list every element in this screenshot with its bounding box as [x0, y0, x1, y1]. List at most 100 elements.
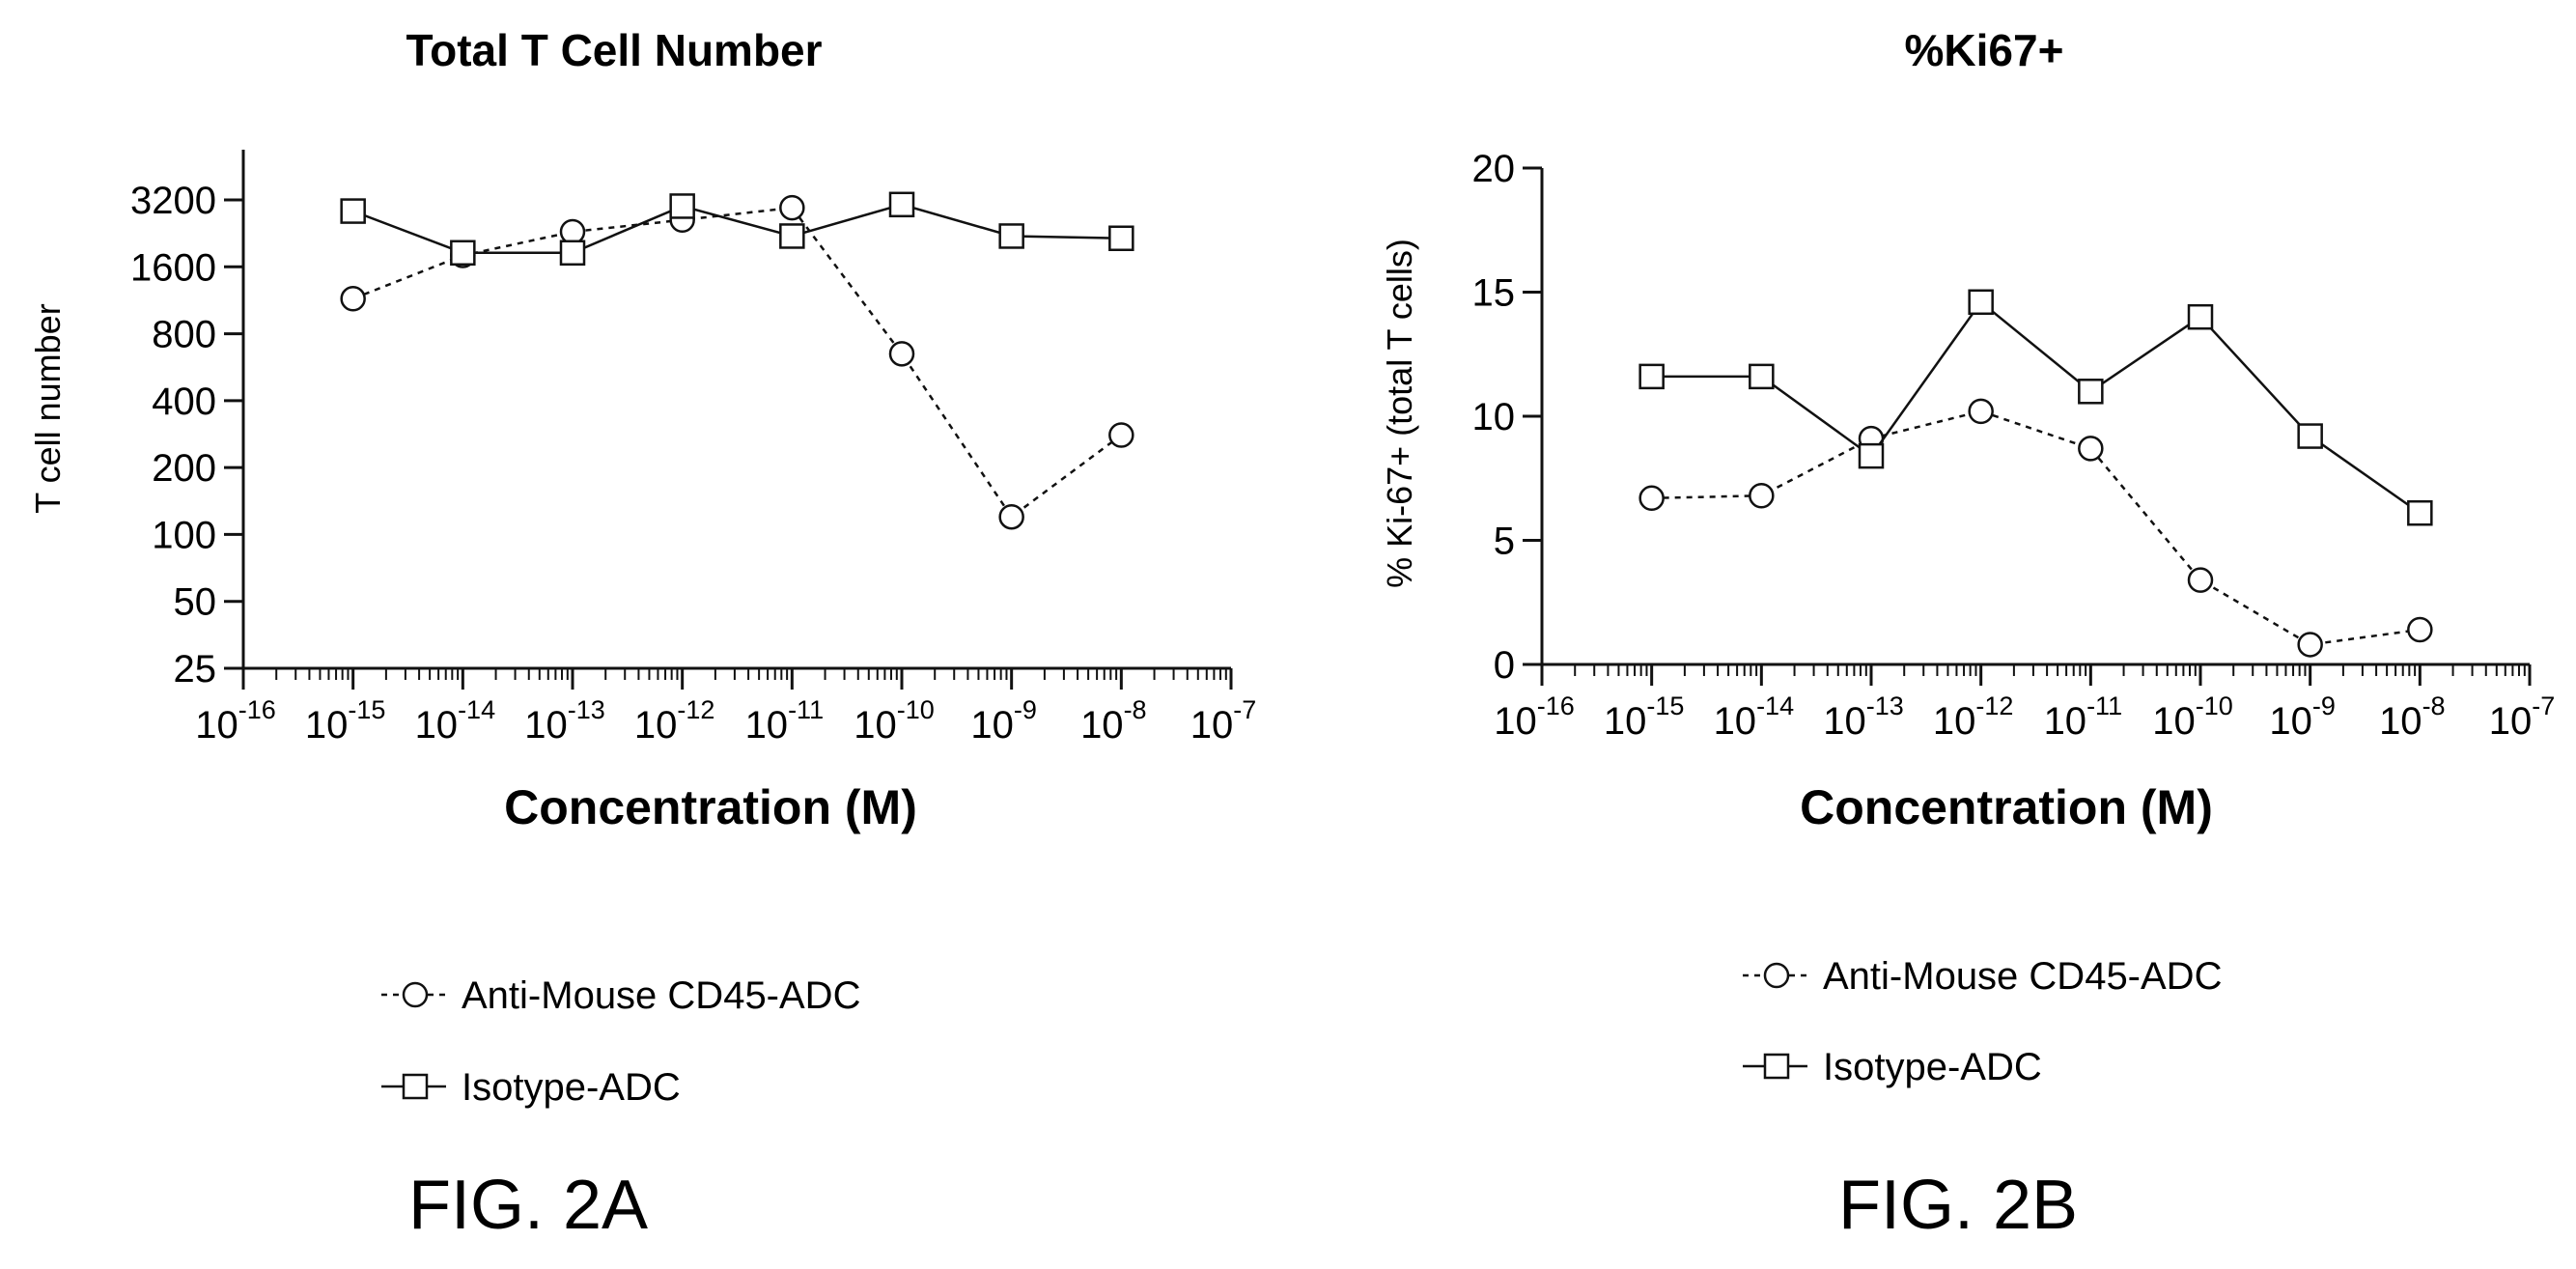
- x-tick-base: 10: [1494, 700, 1537, 743]
- x-tick-exponent: -12: [1975, 691, 2013, 720]
- x-tick-base: 10: [634, 704, 678, 747]
- data-point-square: [559, 240, 586, 267]
- legend-marker-square: [1763, 1053, 1790, 1080]
- x-tick-label: 10-10: [854, 695, 935, 747]
- data-point-circle: [1968, 398, 1994, 425]
- x-axis-label: Concentration (M): [1800, 780, 2213, 834]
- x-tick-base: 10: [2044, 700, 2087, 743]
- data-point-square: [1858, 442, 1885, 469]
- x-tick-exponent: -8: [2422, 691, 2446, 720]
- y-tick-label: 0: [1494, 644, 1515, 687]
- x-tick-label: 10-14: [1714, 691, 1795, 743]
- x-tick-base: 10: [2489, 700, 2533, 743]
- x-tick-exponent: -15: [1646, 691, 1684, 720]
- x-tick-label: 10-7: [1190, 695, 1257, 747]
- x-tick-exponent: -14: [458, 695, 495, 724]
- x-tick-base: 10: [1604, 700, 1647, 743]
- x-tick-label: 10-16: [1494, 691, 1575, 743]
- x-tick-exponent: -13: [568, 695, 605, 724]
- data-point-circle: [2297, 632, 2323, 658]
- x-tick-base: 10: [854, 704, 897, 747]
- legend-label: Isotype-ADC: [462, 1066, 681, 1109]
- x-tick-label: 10-8: [2379, 691, 2446, 743]
- x-tick-base: 10: [1933, 700, 1976, 743]
- data-point-circle: [2078, 436, 2104, 462]
- data-point-square: [2078, 379, 2104, 405]
- x-tick-exponent: -7: [2532, 691, 2555, 720]
- y-tick-label: 200: [152, 447, 216, 490]
- x-tick-exponent: -12: [677, 695, 714, 724]
- legend-label: Anti-Mouse CD45-ADC: [1823, 955, 2222, 998]
- x-tick-exponent: -9: [2312, 691, 2336, 720]
- x-tick-exponent: -8: [1124, 695, 1147, 724]
- x-tick-exponent: -16: [1537, 691, 1575, 720]
- x-tick-base: 10: [415, 704, 459, 747]
- x-tick-exponent: -11: [788, 695, 824, 724]
- x-tick-label: 10-12: [634, 695, 715, 747]
- x-tick-label: 10-16: [195, 695, 276, 747]
- data-point-circle: [888, 341, 915, 367]
- y-tick-label: 15: [1472, 272, 1516, 315]
- y-tick-label: 25: [174, 648, 217, 691]
- legend-marker-circle: [402, 981, 429, 1008]
- x-tick-exponent: -11: [2086, 691, 2122, 720]
- x-tick-label: 10-15: [305, 695, 386, 747]
- x-tick-exponent: -13: [1866, 691, 1904, 720]
- data-point-square: [2297, 423, 2323, 449]
- x-tick-label: 10-10: [2152, 691, 2233, 743]
- y-tick-label: 400: [152, 381, 216, 423]
- x-tick-label: 10-13: [524, 695, 605, 747]
- series-line-anti-mouse-cd45-adc: [352, 206, 1123, 519]
- y-tick-label: 5: [1494, 521, 1515, 563]
- x-tick-base: 10: [2379, 700, 2422, 743]
- x-tick-label: 10-11: [745, 695, 825, 747]
- x-axis-label: Concentration (M): [504, 780, 917, 834]
- series-line-isotype-adc: [352, 203, 1122, 255]
- series-line-anti-mouse-cd45-adc: [1651, 409, 2421, 646]
- x-tick-label: 10-9: [2269, 691, 2336, 743]
- x-tick-base: 10: [2269, 700, 2312, 743]
- x-tick-exponent: -10: [897, 695, 935, 724]
- x-tick-label: 10-12: [1933, 691, 2014, 743]
- y-axis-label: % Ki-67+ (total T cells): [1380, 239, 1419, 588]
- y-tick-label: 1600: [130, 246, 216, 289]
- x-tick-exponent: -7: [1233, 695, 1256, 724]
- x-tick-base: 10: [305, 704, 349, 747]
- y-tick-label: 100: [152, 514, 216, 556]
- data-point-square: [2407, 499, 2433, 526]
- x-tick-base: 10: [2152, 700, 2196, 743]
- data-point-square: [450, 240, 476, 267]
- chart-title: Total T Cell Number: [406, 25, 822, 75]
- x-tick-label: 10-13: [1823, 691, 1904, 743]
- legend-label: Isotype-ADC: [1823, 1046, 2042, 1088]
- x-tick-exponent: -15: [348, 695, 385, 724]
- legend-marker-square: [402, 1073, 429, 1100]
- data-point-square: [1968, 289, 1994, 316]
- legend-label: Anti-Mouse CD45-ADC: [462, 974, 860, 1017]
- data-point-square: [1108, 225, 1134, 252]
- data-point-square: [340, 198, 366, 224]
- x-tick-base: 10: [195, 704, 238, 747]
- y-tick-label: 800: [152, 314, 216, 356]
- x-tick-label: 10-11: [2044, 691, 2123, 743]
- x-tick-label: 10-14: [415, 695, 496, 747]
- figure-label: FIG. 2B: [1838, 1167, 2078, 1244]
- x-tick-label: 10-9: [970, 695, 1037, 747]
- data-point-circle: [1749, 482, 1775, 509]
- data-point-circle: [559, 218, 586, 245]
- data-point-circle: [2187, 567, 2214, 593]
- x-tick-label: 10-15: [1604, 691, 1685, 743]
- data-point-square: [998, 223, 1024, 249]
- x-tick-label: 10-8: [1080, 695, 1147, 747]
- x-tick-exponent: -10: [2196, 691, 2233, 720]
- data-point-square: [888, 191, 915, 218]
- data-point-circle: [779, 194, 805, 221]
- data-point-square: [669, 193, 695, 219]
- legend-marker-circle: [1763, 962, 1790, 989]
- data-point-circle: [1638, 485, 1665, 512]
- x-tick-exponent: -9: [1014, 695, 1037, 724]
- x-tick-base: 10: [970, 704, 1014, 747]
- x-tick-base: 10: [745, 704, 789, 747]
